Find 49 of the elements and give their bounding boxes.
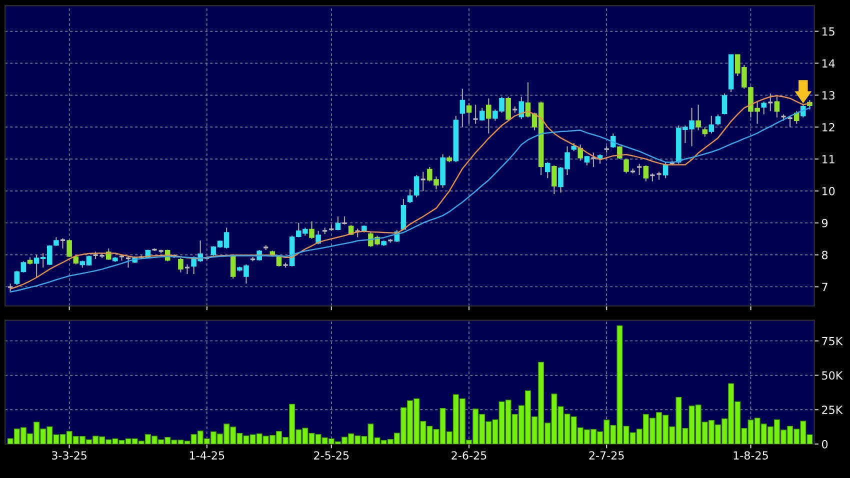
candlestick (696, 104, 701, 131)
y-tick-label: 10 (822, 186, 835, 196)
candlestick (617, 146, 622, 160)
candlestick (309, 220, 314, 240)
candlestick (335, 216, 341, 231)
candlestick (414, 174, 420, 198)
candlestick (552, 164, 557, 195)
y-tick-label: 11 (822, 155, 834, 164)
candlestick (590, 152, 597, 168)
x-tick-label: 1-4-25 (190, 451, 224, 460)
y-tick-label: 13 (822, 91, 834, 100)
candlestick (774, 96, 780, 118)
x-tick-label: 2-6-25 (452, 451, 486, 460)
candlestick (400, 198, 406, 230)
candlestick (230, 254, 236, 280)
candlestick (486, 98, 492, 134)
candlestick (610, 132, 616, 148)
y-tick-label: 12 (822, 123, 834, 132)
y-tick-label: 50K (822, 371, 843, 380)
y-tick-label: 25K (822, 406, 843, 414)
y-tick-label: 7 (822, 282, 828, 291)
candlestick (624, 158, 629, 174)
y-tick-label: 15 (822, 27, 834, 36)
y-tick-label: 9 (822, 218, 828, 228)
candlestick (407, 188, 413, 204)
candlestick (643, 164, 649, 182)
candlestick (544, 162, 550, 179)
candlestick (767, 93, 774, 112)
y-tick-label: 0 (822, 440, 828, 448)
candlestick (708, 115, 714, 134)
x-tick-label: 2-5-25 (314, 451, 349, 460)
candlestick (420, 171, 426, 192)
candlestick (466, 102, 472, 124)
x-tick-label: 2-7-25 (589, 451, 624, 460)
candlestick (636, 163, 642, 176)
candlestick (506, 96, 511, 122)
candlestick (722, 93, 728, 115)
candlestick (578, 144, 584, 162)
candlestick (178, 257, 184, 273)
candlestick (715, 114, 721, 126)
candlestick (479, 107, 485, 122)
candlestick (702, 126, 708, 138)
y-tick-label: 75K (822, 337, 843, 346)
candlestick (761, 100, 766, 115)
y-tick-label: 8 (822, 250, 828, 260)
candlestick (460, 88, 466, 128)
x-tick-label: 3-3-25 (52, 451, 86, 460)
x-tick-label: 1-8-25 (734, 451, 768, 460)
y-tick-label: 14 (822, 59, 835, 68)
